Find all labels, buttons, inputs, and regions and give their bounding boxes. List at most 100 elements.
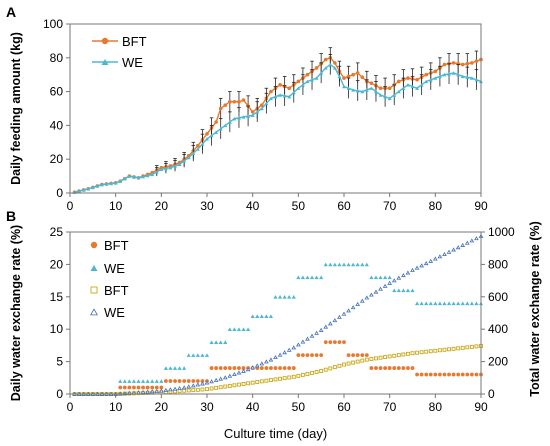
data-point	[437, 254, 443, 259]
data-point	[268, 314, 274, 319]
data-point	[342, 340, 346, 345]
data-point	[396, 288, 401, 293]
data-point	[145, 389, 150, 394]
panel-b-series-daily-bft	[72, 340, 483, 396]
panel-b-ytick-label: 25	[50, 225, 64, 239]
data-point	[415, 350, 420, 355]
data-point	[195, 387, 200, 392]
data-point	[214, 120, 218, 124]
data-point	[154, 385, 159, 390]
data-point	[360, 262, 365, 267]
data-point	[273, 355, 278, 360]
data-point	[278, 376, 283, 381]
data-point	[369, 357, 374, 361]
data-point	[360, 353, 365, 358]
data-point	[186, 388, 191, 393]
data-point	[442, 62, 447, 67]
data-point	[287, 366, 292, 370]
data-point	[232, 372, 237, 377]
data-point	[136, 176, 141, 180]
panel-b-ytick-label: 10	[50, 322, 64, 336]
data-point	[214, 366, 219, 370]
data-point	[310, 353, 314, 358]
panel-b-xlabel: Culture time (day)	[224, 426, 327, 441]
legend-label: WE	[104, 261, 125, 276]
data-point	[205, 137, 209, 141]
data-point	[282, 294, 287, 299]
data-point	[387, 366, 392, 370]
data-point	[163, 387, 169, 392]
data-point	[209, 366, 214, 370]
data-point	[464, 240, 470, 245]
data-point	[406, 366, 410, 370]
data-point	[77, 189, 82, 193]
data-point	[355, 89, 360, 93]
data-point	[387, 275, 392, 280]
data-point	[209, 386, 214, 391]
data-point	[214, 340, 219, 344]
data-point	[374, 366, 378, 370]
data-point	[86, 187, 91, 191]
data-point	[456, 72, 461, 77]
data-point	[351, 88, 356, 92]
data-point	[159, 167, 164, 172]
data-point	[269, 366, 273, 370]
data-point	[428, 301, 433, 306]
panel-b-series-daily-we	[72, 262, 484, 396]
panel-b-ytick-label: 0	[56, 387, 63, 401]
data-point	[456, 372, 461, 377]
data-point	[259, 106, 264, 111]
data-point	[309, 333, 315, 338]
data-point	[469, 344, 474, 349]
data-point	[259, 366, 264, 370]
data-point	[351, 353, 356, 358]
data-point	[337, 340, 342, 345]
data-point	[419, 372, 424, 377]
data-point	[387, 96, 392, 101]
data-point	[254, 363, 260, 368]
data-point	[460, 62, 465, 67]
data-point	[209, 340, 214, 344]
data-point	[232, 366, 237, 370]
data-point	[469, 238, 475, 243]
data-point	[355, 71, 360, 75]
legend-marker	[90, 241, 98, 249]
data-point	[460, 242, 466, 247]
data-point	[419, 350, 424, 355]
data-point	[250, 314, 255, 319]
data-point	[99, 182, 104, 187]
data-point	[145, 173, 150, 178]
legend-marker	[90, 308, 98, 316]
data-point	[405, 351, 410, 356]
data-point	[227, 383, 232, 388]
data-point	[181, 385, 187, 390]
data-point	[355, 359, 360, 364]
data-point	[314, 275, 319, 280]
data-point	[419, 83, 424, 87]
data-point	[465, 61, 470, 66]
data-point	[177, 379, 182, 383]
data-point	[150, 385, 155, 390]
panel-a-series-we	[72, 54, 483, 194]
data-point	[264, 314, 269, 319]
data-point	[397, 79, 401, 84]
panel-b-xtick-label: 70	[383, 400, 397, 414]
data-point	[447, 347, 451, 352]
data-point	[236, 370, 242, 375]
data-point	[314, 353, 319, 358]
data-point	[437, 301, 442, 306]
data-point	[451, 301, 456, 306]
data-point	[287, 294, 292, 299]
data-point	[241, 382, 246, 386]
data-point	[470, 61, 474, 65]
data-point	[118, 379, 123, 383]
data-point	[414, 265, 420, 270]
data-point	[465, 345, 470, 350]
data-point	[141, 385, 145, 390]
data-point	[296, 79, 301, 84]
data-point	[337, 314, 342, 319]
data-point	[396, 275, 402, 280]
data-point	[214, 385, 219, 390]
data-point	[223, 103, 228, 107]
data-point	[364, 353, 369, 358]
